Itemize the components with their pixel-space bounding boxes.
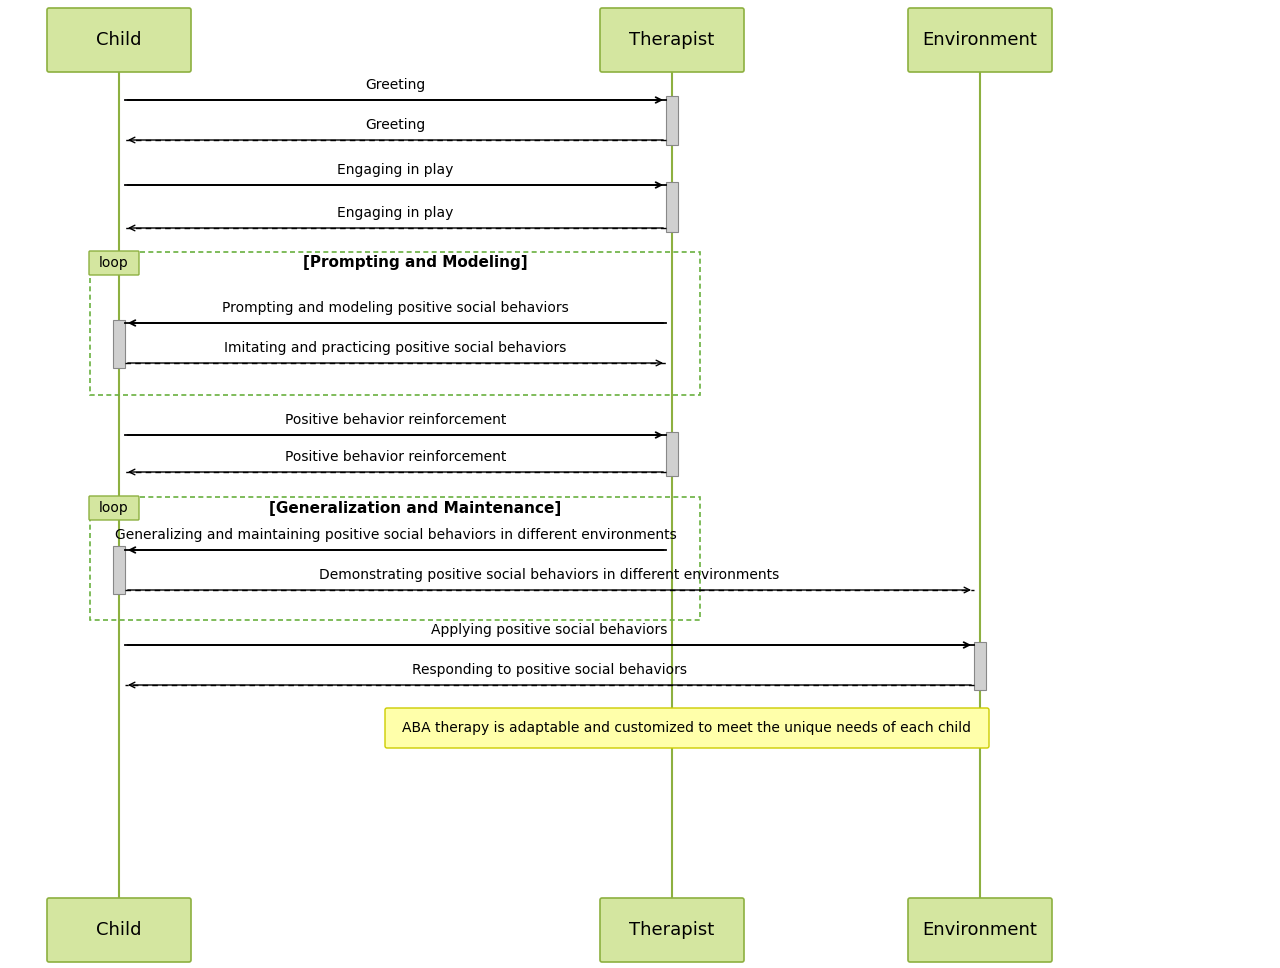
Text: Environment: Environment [923,921,1037,939]
FancyBboxPatch shape [600,898,744,962]
Text: Imitating and practicing positive social behaviors: Imitating and practicing positive social… [224,341,567,355]
FancyBboxPatch shape [908,898,1052,962]
Text: Child: Child [96,921,142,939]
Text: Engaging in play: Engaging in play [338,206,453,220]
FancyBboxPatch shape [47,898,191,962]
Bar [666,432,678,476]
Text: Responding to positive social behaviors: Responding to positive social behaviors [412,663,687,677]
FancyBboxPatch shape [385,708,989,748]
Bar [90,497,700,620]
Text: Positive behavior reinforcement: Positive behavior reinforcement [285,413,506,427]
FancyBboxPatch shape [47,8,191,72]
Text: Environment: Environment [923,31,1037,49]
Text: ABA therapy is adaptable and customized to meet the unique needs of each child: ABA therapy is adaptable and customized … [402,721,972,735]
FancyBboxPatch shape [908,8,1052,72]
Text: Therapist: Therapist [630,31,714,49]
Bar [974,642,986,690]
Text: Applying positive social behaviors: Applying positive social behaviors [431,623,668,637]
Text: Child: Child [96,31,142,49]
Text: loop: loop [99,256,129,270]
Text: Greeting: Greeting [365,78,426,92]
Text: Demonstrating positive social behaviors in different environments: Demonstrating positive social behaviors … [320,568,780,582]
Bar [113,546,125,594]
Bar [666,96,678,145]
Bar [90,252,700,395]
Text: loop: loop [99,501,129,515]
Text: Positive behavior reinforcement: Positive behavior reinforcement [285,450,506,464]
FancyBboxPatch shape [90,251,140,275]
FancyBboxPatch shape [90,496,140,520]
Text: [Prompting and Modeling]: [Prompting and Modeling] [302,256,527,270]
Text: Prompting and modeling positive social behaviors: Prompting and modeling positive social b… [223,301,568,315]
Text: Generalizing and maintaining positive social behaviors in different environments: Generalizing and maintaining positive so… [115,528,676,542]
Text: Greeting: Greeting [365,118,426,132]
Text: [Generalization and Maintenance]: [Generalization and Maintenance] [269,500,561,516]
Text: Therapist: Therapist [630,921,714,939]
Text: Engaging in play: Engaging in play [338,163,453,177]
FancyBboxPatch shape [600,8,744,72]
Bar [666,182,678,232]
Bar [113,320,125,368]
